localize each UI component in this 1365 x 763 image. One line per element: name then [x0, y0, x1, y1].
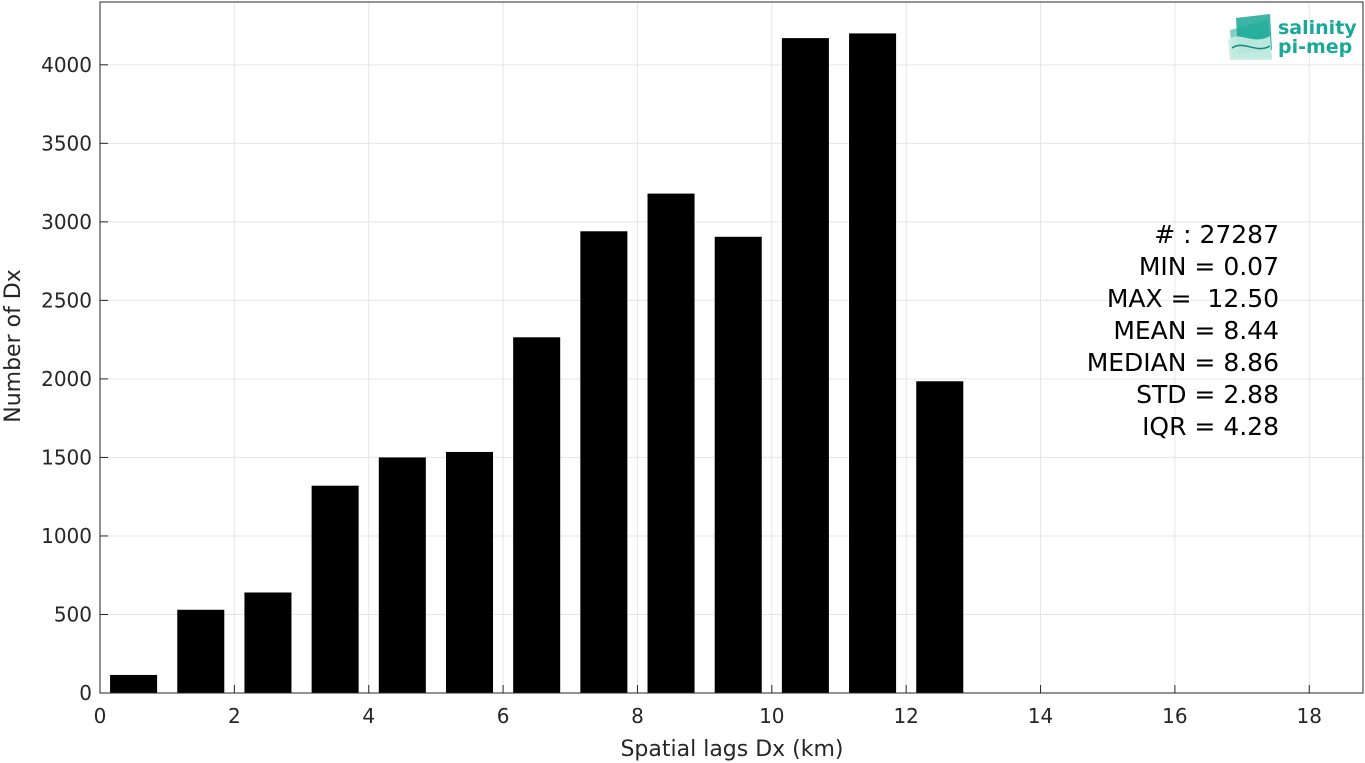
stat-line: MEAN = 8.44	[1113, 316, 1279, 345]
stat-line: MAX = 12.50	[1107, 284, 1279, 313]
y-tick-label: 4000	[41, 53, 92, 77]
bar-12	[916, 381, 964, 693]
logo-text-line1: salinity	[1278, 17, 1357, 39]
bar-6	[513, 337, 561, 693]
y-tick-label: 2000	[41, 367, 92, 391]
bar-8	[647, 193, 695, 693]
y-tick-label: 3000	[41, 210, 92, 234]
bar-9	[714, 236, 762, 693]
stat-line: MEDIAN = 8.86	[1087, 348, 1279, 377]
y-axis-ticks: 0 500 1000 1500 2000 2500 3000 3500 4000	[41, 53, 108, 705]
x-tick-label: 12	[893, 704, 918, 728]
stat-line: MIN = 0.07	[1139, 252, 1279, 281]
y-tick-label: 0	[79, 681, 92, 705]
y-tick-label: 1000	[41, 524, 92, 548]
bar-2	[244, 592, 292, 693]
x-tick-label: 10	[759, 704, 784, 728]
plot-frame	[99, 1, 1364, 694]
stat-line: STD = 2.88	[1136, 380, 1279, 409]
bar-10	[781, 38, 829, 693]
bar-1	[177, 609, 225, 693]
bar-5	[445, 451, 494, 693]
logo-wave-icon	[1228, 14, 1272, 60]
x-tick-label: 16	[1162, 704, 1187, 728]
y-tick-label: 1500	[41, 445, 92, 469]
bar-11	[849, 33, 897, 693]
y-tick-label: 3500	[41, 131, 92, 155]
bar-4	[378, 457, 426, 693]
statistics-annotation: # : 27287 MIN = 0.07 MAX = 12.50 MEAN = 8.4…	[1087, 220, 1279, 441]
bar-0	[110, 674, 158, 693]
y-tick-label: 500	[54, 602, 92, 626]
y-tick-label: 2500	[41, 288, 92, 312]
bar-3	[311, 485, 359, 693]
bars	[110, 33, 964, 693]
y-axis-label: Number of Dx	[1, 269, 26, 423]
stat-line: IQR = 4.28	[1142, 412, 1279, 441]
x-tick-label: 4	[362, 704, 375, 728]
bar-7	[580, 231, 628, 693]
x-tick-label: 14	[1028, 704, 1053, 728]
stat-line: # : 27287	[1154, 220, 1279, 249]
x-tick-label: 8	[631, 704, 644, 728]
x-axis-label: Spatial lags Dx (km)	[620, 737, 843, 762]
x-tick-label: 0	[94, 704, 107, 728]
x-tick-label: 6	[497, 704, 510, 728]
salinity-pi-mep-logo: salinity pi-mep	[1228, 14, 1357, 60]
x-axis-ticks: 0 2 4 6 8 10 12 14 16 18	[94, 685, 1322, 728]
x-tick-label: 18	[1297, 704, 1322, 728]
x-tick-label: 2	[228, 704, 241, 728]
logo-text-line2: pi-mep	[1278, 36, 1352, 58]
